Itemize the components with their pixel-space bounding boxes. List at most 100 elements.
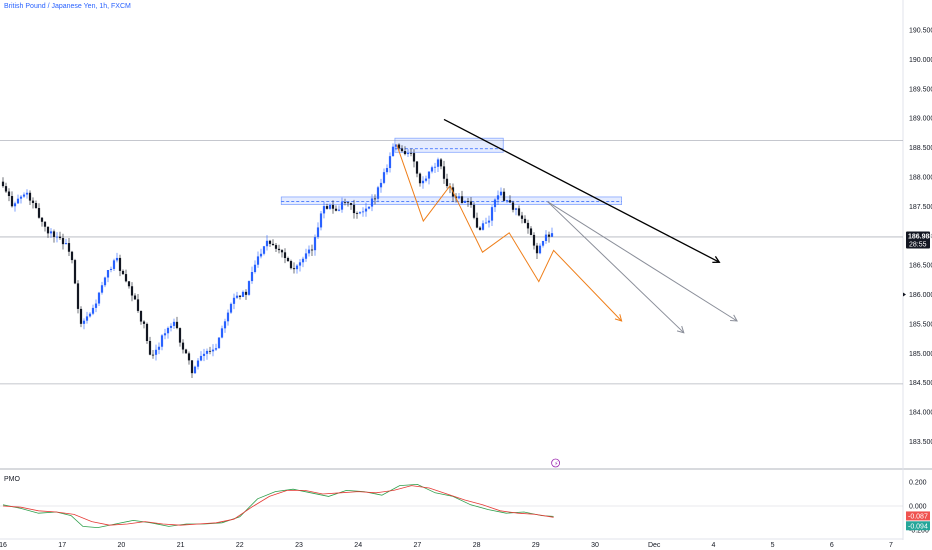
candle-body (355, 213, 359, 214)
candle-body (481, 223, 485, 230)
candle-body (94, 303, 98, 308)
projection-line-gray (547, 201, 738, 322)
candle-body (397, 144, 401, 149)
candle-body (286, 258, 290, 262)
y-tick-label: 185.500 (909, 321, 932, 328)
candle-body (193, 366, 197, 374)
candle-body (85, 316, 89, 321)
candle-body (241, 291, 245, 297)
candle-body (364, 208, 368, 212)
candle-body (244, 291, 248, 295)
candle-body (178, 328, 182, 343)
candle-body (262, 246, 266, 254)
y-tick-label: 184.000 (909, 410, 932, 417)
candle-body (427, 171, 431, 179)
candle-body (214, 348, 218, 350)
y-tick-label: 189.500 (909, 86, 932, 93)
candle-body (487, 220, 491, 223)
candle-body (523, 218, 527, 223)
candle-body (181, 342, 185, 350)
candle-body (358, 212, 362, 214)
candle-body (520, 215, 524, 219)
projection-line-orange (396, 144, 622, 322)
candle-body (139, 310, 143, 322)
candle-body (301, 258, 305, 263)
chart-title: British Pound / Japanese Yen, 1h, FXCM (4, 3, 131, 10)
candle-body (82, 320, 86, 324)
candle-body (76, 283, 80, 309)
candle-body (232, 297, 236, 304)
candle-body (277, 248, 281, 251)
candle-body (196, 360, 200, 367)
candle-body (403, 151, 407, 155)
x-tick-label: 16 (0, 542, 7, 549)
candle-body (466, 201, 470, 202)
candle-body (22, 194, 26, 197)
candle-body (271, 243, 275, 246)
candle-body (526, 222, 530, 229)
candle-body (478, 227, 482, 230)
candle-body (217, 337, 221, 349)
candle-body (517, 208, 521, 216)
candle-body (289, 261, 293, 269)
candle-body (385, 168, 389, 173)
candle-body (106, 269, 110, 278)
candle-body (169, 325, 173, 328)
x-tick-label: 22 (236, 542, 244, 549)
candle-body (445, 178, 449, 187)
y-tick-label: 186.000 (909, 292, 932, 299)
candle-body (220, 328, 224, 338)
x-tick-label: 21 (177, 542, 185, 549)
x-tick-label: 4 (711, 542, 715, 549)
candle-body (406, 152, 410, 155)
y-tick-label: 187.500 (909, 204, 932, 211)
candle-body (328, 205, 332, 209)
countdown-label: 28:55 (909, 241, 927, 248)
candle-body (157, 346, 161, 350)
candle-body (442, 166, 446, 179)
candle-body (10, 196, 14, 207)
candle-body (541, 241, 545, 246)
candle-body (415, 161, 419, 174)
candle-body (532, 234, 536, 246)
projection-line-gray (547, 201, 685, 334)
candle-body (64, 243, 68, 245)
candle-body (55, 236, 59, 238)
candle-body (304, 253, 308, 259)
x-tick-label: 27 (414, 542, 422, 549)
candle-body (151, 354, 155, 356)
candle-body (211, 349, 215, 352)
event-marker-glyph: ⚡ (554, 461, 558, 468)
candle-body (547, 234, 551, 237)
candle-body (88, 313, 92, 317)
candle-body (394, 144, 398, 147)
x-tick-label: 7 (889, 542, 893, 549)
candle-body (7, 191, 11, 197)
candle-body (544, 234, 548, 242)
candle-body (175, 321, 179, 329)
candle-body (202, 353, 206, 356)
indicator-label: PMO (4, 476, 20, 483)
candle-body (391, 146, 395, 157)
candle-body (322, 206, 326, 214)
candle-body (124, 274, 128, 282)
x-tick-label: 17 (58, 542, 66, 549)
y-tick-label: 184.500 (909, 380, 932, 387)
candle-body (382, 172, 386, 183)
candle-body (4, 186, 8, 192)
candle-body (31, 200, 35, 204)
candle-body (70, 251, 74, 261)
candle-body (421, 180, 425, 184)
candle-body (280, 250, 284, 253)
candle-body (502, 191, 506, 201)
resistance-zone (280, 196, 622, 205)
candle-body (148, 341, 152, 355)
candle-body (469, 201, 473, 205)
candle-body (142, 321, 146, 324)
candle-body (16, 198, 20, 204)
candle-body (514, 208, 518, 210)
candle-body (484, 222, 488, 224)
candle-body (97, 292, 101, 304)
pmo-badge (906, 511, 930, 521)
